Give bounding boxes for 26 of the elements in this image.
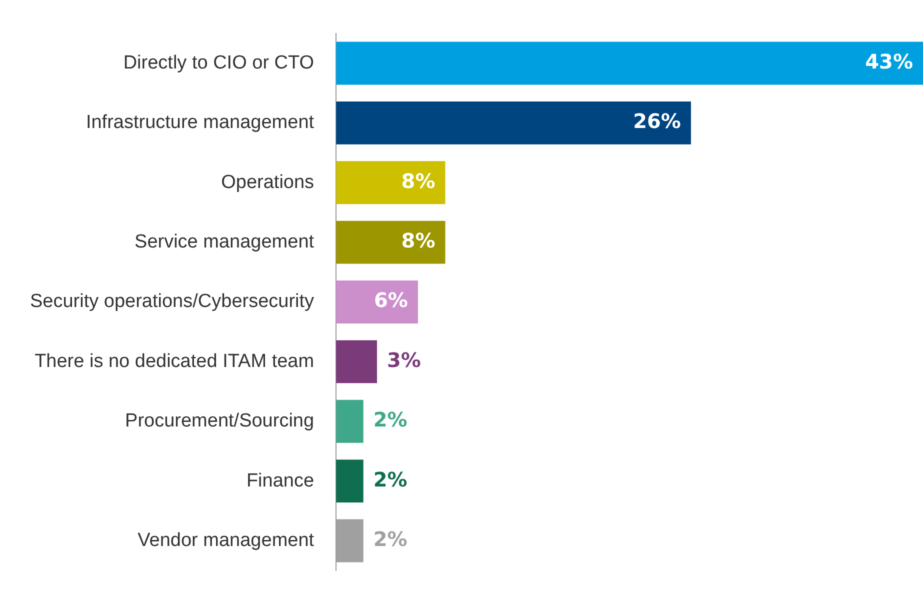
bar <box>336 220 446 264</box>
data-label: 2% <box>373 467 408 492</box>
bar <box>336 161 446 204</box>
bar <box>336 400 364 443</box>
bar <box>336 101 691 144</box>
data-label: 43% <box>865 49 913 74</box>
y-tick-label: Service management <box>134 232 315 253</box>
y-tick-label: Procurement/Sourcing <box>125 410 314 432</box>
data-label: 3% <box>387 348 421 372</box>
y-tick-label: Finance <box>246 470 314 492</box>
bar <box>336 460 364 503</box>
bar <box>336 42 923 85</box>
data-label: 26% <box>633 109 681 134</box>
y-tick-label: There is no dedicated ITAM team <box>34 350 314 372</box>
y-tick-label: Infrastructure management <box>86 112 315 134</box>
data-label: 8% <box>401 168 436 193</box>
data-label: 2% <box>373 526 408 551</box>
data-label: 6% <box>374 288 408 312</box>
data-label: 8% <box>401 228 436 253</box>
data-label: 2% <box>373 408 408 432</box>
y-tick-label: Security operations/Cybersecurity <box>30 291 315 312</box>
bar <box>336 340 378 384</box>
y-tick-label: Vendor management <box>138 530 315 551</box>
y-tick-label: Directly to CIO or CTO <box>123 52 314 74</box>
y-tick-label: Operations <box>221 172 314 193</box>
bar <box>336 280 418 324</box>
